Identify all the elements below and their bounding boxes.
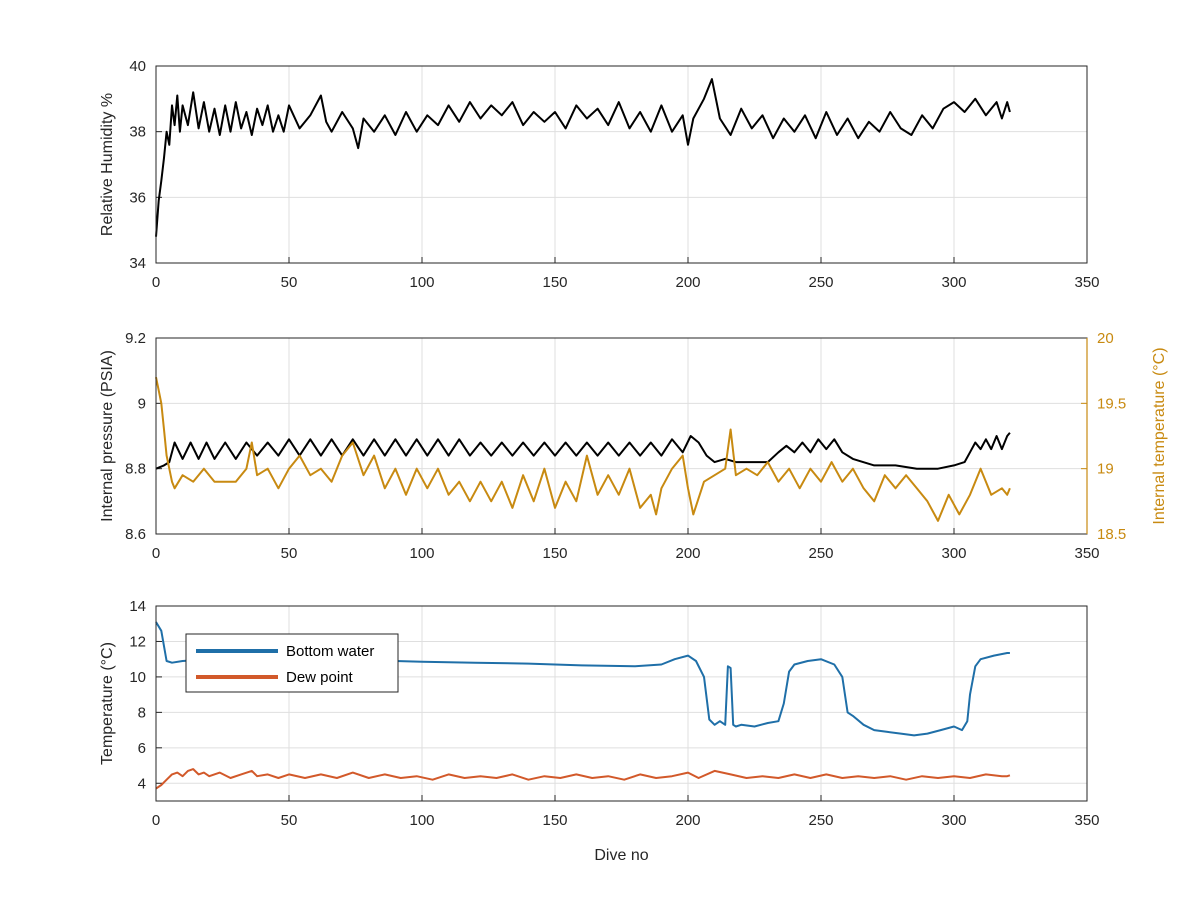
x-tick-label: 250 bbox=[808, 545, 833, 562]
x-tick-label: 300 bbox=[941, 812, 966, 829]
x-tick-label: 350 bbox=[1074, 812, 1099, 829]
legend-label: Bottom water bbox=[286, 643, 374, 660]
x-axis-label: Dive no bbox=[594, 847, 648, 864]
x-tick-label: 200 bbox=[675, 812, 700, 829]
series-line bbox=[155, 432, 1011, 470]
x-tick-label: 300 bbox=[941, 545, 966, 562]
y-tick-label: 40 bbox=[129, 58, 146, 75]
panel-1: 0 50 100 150 200 250 300 350 34 36 38 40 Relative Hu… bbox=[99, 58, 1100, 291]
y-tick-label: 38 bbox=[129, 124, 146, 141]
y-axis-label: Internal pressure (PSIA) bbox=[99, 350, 116, 522]
y-tick-label: 8.8 bbox=[125, 461, 146, 478]
y-tick-label: 10 bbox=[129, 669, 146, 686]
y2-tick-label: 20 bbox=[1097, 330, 1114, 347]
y-tick-label: 4 bbox=[138, 775, 146, 792]
y2-tick-label: 18.5 bbox=[1097, 526, 1126, 543]
x-tick-label: 350 bbox=[1074, 545, 1099, 562]
x-tick-label: 50 bbox=[281, 812, 298, 829]
x-tick-label: 250 bbox=[808, 274, 833, 291]
panel-2: 0 50 100 150 200 250 300 350 8.6 8.8 9 9.2 18.5 19 19.… bbox=[99, 330, 1168, 562]
axes-frame bbox=[155, 337, 1088, 535]
series-line bbox=[155, 78, 1011, 237]
legend-box bbox=[185, 633, 399, 693]
x-tick-label: 200 bbox=[675, 545, 700, 562]
x-tick-label: 100 bbox=[409, 274, 434, 291]
x-tick-label: 0 bbox=[152, 545, 160, 562]
y-tick-label: 14 bbox=[129, 598, 146, 615]
axes-frame bbox=[155, 605, 1088, 802]
y-axis-label: Relative Humidity % bbox=[99, 93, 116, 236]
y-tick-label: 9.2 bbox=[125, 330, 146, 347]
legend-label: Dew point bbox=[286, 669, 354, 686]
x-tick-label: 150 bbox=[542, 274, 567, 291]
internal-temperature-line bbox=[155, 376, 1011, 522]
x-tick-label: 50 bbox=[281, 545, 298, 562]
y2-tick-label: 19.5 bbox=[1097, 395, 1126, 412]
x-tick-label: 0 bbox=[152, 812, 160, 829]
y-tick-label: 9 bbox=[138, 395, 146, 412]
y-tick-label: 8.6 bbox=[125, 526, 146, 543]
y2-axis-label: Internal temperature (°C) bbox=[1151, 347, 1168, 524]
x-tick-label: 100 bbox=[409, 812, 434, 829]
x-tick-label: 150 bbox=[542, 545, 567, 562]
y-axis-label: Temperature (°C) bbox=[99, 642, 116, 765]
y-tick-label: 12 bbox=[129, 633, 146, 650]
y2-tick-label: 19 bbox=[1097, 461, 1114, 478]
x-tick-label: 250 bbox=[808, 812, 833, 829]
y-tick-label: 36 bbox=[129, 189, 146, 206]
axes-frame bbox=[155, 65, 1088, 264]
x-tick-label: 150 bbox=[542, 812, 567, 829]
y-tick-label: 8 bbox=[138, 704, 146, 721]
x-tick-label: 350 bbox=[1074, 274, 1099, 291]
y-tick-label: 6 bbox=[138, 740, 146, 757]
x-tick-label: 100 bbox=[409, 545, 434, 562]
legend: Bottom water Dew point bbox=[185, 633, 399, 693]
panel-3: 0 50 100 150 200 250 300 350 4 6 8 10 12 14 Temperatur… bbox=[99, 598, 1100, 864]
x-tick-label: 50 bbox=[281, 274, 298, 291]
y-tick-label: 34 bbox=[129, 255, 146, 272]
x-tick-label: 200 bbox=[675, 274, 700, 291]
series-line-dew-point bbox=[155, 768, 1011, 790]
x-tick-label: 0 bbox=[152, 274, 160, 291]
x-tick-label: 300 bbox=[941, 274, 966, 291]
